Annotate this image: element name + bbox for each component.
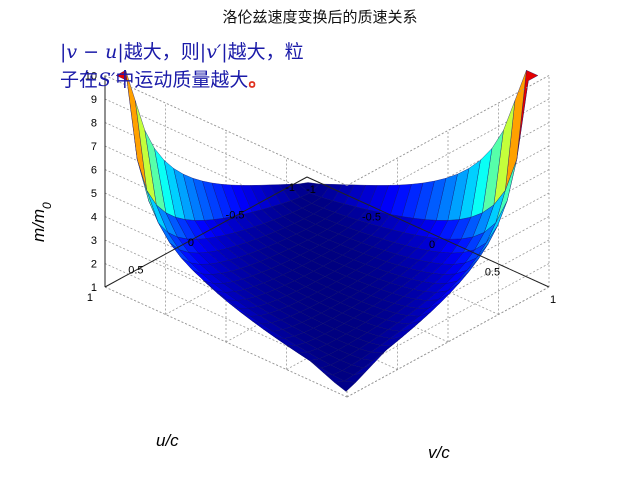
x-tick-label: 1 xyxy=(550,294,556,306)
x-tick-label: 0.5 xyxy=(485,267,500,279)
y-tick-label: 0 xyxy=(188,237,194,249)
z-axis-label: m/m0 xyxy=(29,202,54,242)
y-tick-label: -0.5 xyxy=(226,210,245,222)
z-tick-label: 2 xyxy=(91,259,97,271)
surface-mesh xyxy=(115,69,539,392)
y-tick-label: 1 xyxy=(87,292,93,304)
z-tick-label: 8 xyxy=(91,118,97,130)
y-axis-label: u/c xyxy=(156,431,179,450)
y-tick-label: 0.5 xyxy=(128,265,143,277)
x-axis-line xyxy=(306,176,550,288)
box-edge xyxy=(104,75,348,186)
x-tick-label: -1 xyxy=(306,184,316,196)
annotation-text: |v − u|越大，则|v′|越大，粒 子在S′中运动质量越大。 xyxy=(60,41,304,91)
surface-patch xyxy=(297,182,320,194)
z-tick-label: 10 xyxy=(85,71,97,83)
z-tick-label: 3 xyxy=(91,235,97,247)
z-tick-label: 7 xyxy=(91,141,97,153)
z-tick-label: 6 xyxy=(91,165,97,177)
surface-patch xyxy=(334,380,356,392)
z-tick-label: 5 xyxy=(91,188,97,200)
axes-box xyxy=(104,75,550,398)
x-tick-label: -0.5 xyxy=(362,212,381,224)
z-tick-label: 9 xyxy=(91,94,97,106)
z-tick-label: 4 xyxy=(91,212,97,224)
x-axis-label: v/c xyxy=(428,443,450,462)
y-tick-label: -1 xyxy=(285,182,295,194)
x-tick-label: 0 xyxy=(429,239,435,251)
z-tick-label: 1 xyxy=(91,282,97,294)
chart-title: 洛伦兹速度变换后的质速关系 xyxy=(222,8,418,26)
y-axis-line xyxy=(104,176,308,288)
back-wall-gridline xyxy=(104,286,348,398)
